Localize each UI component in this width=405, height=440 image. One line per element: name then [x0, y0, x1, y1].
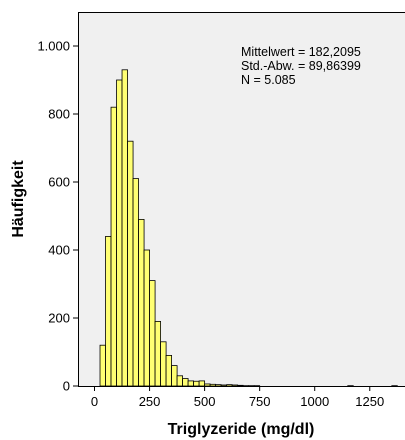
- histogram-bar: [116, 79, 123, 387]
- y-tick-label: 1.000: [37, 39, 70, 54]
- histogram-bar: [204, 383, 211, 387]
- histogram-bar: [209, 383, 217, 387]
- stats-sd: Std.-Abw. = 89,86399: [241, 59, 361, 73]
- x-tick-label: 750: [249, 394, 271, 409]
- histogram-bar: [198, 380, 206, 387]
- x-tick-label: 0: [91, 394, 98, 409]
- histogram-bar: [160, 341, 167, 387]
- x-tick-label: 1000: [300, 394, 329, 409]
- histogram-bar: [237, 384, 244, 387]
- stats-mean: Mittelwert = 182,2095: [241, 45, 361, 59]
- histogram-bar: [165, 354, 172, 387]
- stats-n: N = 5.085: [241, 73, 296, 87]
- y-tick-label: 0: [63, 379, 70, 394]
- y-axis-ticks: 0 200 400 600 800 1.000: [37, 39, 78, 394]
- histogram-bar: [220, 384, 228, 387]
- histogram-bar: [121, 69, 128, 387]
- y-tick-label: 400: [48, 243, 70, 258]
- histogram-bar: [182, 378, 189, 387]
- x-axis-ticks: 0 250 500 750 1000 1250: [91, 386, 384, 409]
- histogram-bar: [99, 344, 106, 387]
- histogram-bar: [127, 140, 134, 387]
- histogram-bar: [105, 235, 112, 387]
- x-tick-label: 1250: [355, 394, 384, 409]
- histogram-bar: [132, 178, 139, 387]
- histogram-bar: [138, 218, 145, 387]
- y-tick-label: 800: [48, 107, 70, 122]
- histogram-bar: [171, 365, 178, 387]
- x-tick-label: 250: [139, 394, 161, 409]
- histogram-bar: [110, 106, 117, 387]
- histogram-bar: [143, 249, 150, 387]
- histogram-bar: [176, 375, 183, 387]
- histogram-bar: [149, 280, 156, 387]
- histogram-bar: [193, 380, 200, 387]
- histogram-bar: [231, 384, 239, 387]
- histogram-bar: [154, 320, 161, 387]
- x-axis-title: Triglyzeride (mg/dl): [168, 421, 315, 438]
- y-tick-label: 200: [48, 311, 70, 326]
- histogram-bar: [187, 380, 195, 387]
- histogram-bar: [226, 384, 233, 387]
- y-tick-label: 600: [48, 175, 70, 190]
- x-tick-label: 500: [194, 394, 216, 409]
- y-axis-title: Häufigkeit: [10, 160, 27, 238]
- histogram-bar: [215, 384, 222, 387]
